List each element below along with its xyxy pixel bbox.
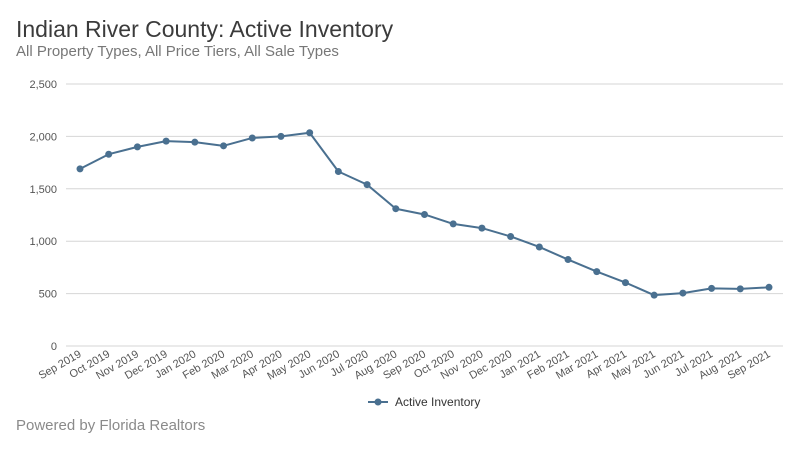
data-point xyxy=(765,283,773,291)
data-point xyxy=(105,150,113,158)
data-point xyxy=(392,205,400,213)
data-point xyxy=(621,279,629,287)
data-point xyxy=(593,268,601,276)
footer-credit: Powered by Florida Realtors xyxy=(16,417,206,434)
data-point xyxy=(363,181,371,189)
legend-marker xyxy=(374,398,382,406)
data-point xyxy=(248,134,256,142)
series-active-inventory xyxy=(76,129,773,299)
legend: Active Inventory xyxy=(368,395,480,409)
data-point xyxy=(76,165,84,173)
data-point xyxy=(277,132,285,140)
y-axis-ticks: 0 500 1,000 1,500 2,000 2,500 xyxy=(29,79,57,353)
chart-subtitle: All Property Types, All Price Tiers, All… xyxy=(16,43,339,60)
data-point xyxy=(162,137,170,145)
y-tick-label: 500 xyxy=(39,289,57,301)
data-point xyxy=(708,284,716,292)
data-point xyxy=(306,129,314,137)
y-tick-label: 2,000 xyxy=(29,131,57,143)
data-point xyxy=(478,224,486,232)
data-point xyxy=(507,232,515,240)
legend-label: Active Inventory xyxy=(395,395,480,409)
y-tick-label: 0 xyxy=(51,341,57,353)
data-point xyxy=(449,220,457,228)
data-point xyxy=(650,291,658,299)
data-point xyxy=(191,138,199,146)
data-point xyxy=(679,289,687,297)
y-tick-label: 1,500 xyxy=(29,184,57,196)
chart-title: Indian River County: Active Inventory xyxy=(16,16,394,42)
data-point xyxy=(736,285,744,293)
y-tick-label: 1,000 xyxy=(29,236,57,248)
data-point xyxy=(421,210,428,218)
data-point xyxy=(133,143,141,151)
data-point xyxy=(220,142,228,150)
data-point xyxy=(564,256,572,264)
data-point xyxy=(535,243,543,251)
data-point xyxy=(334,168,342,176)
y-tick-label: 2,500 xyxy=(29,79,57,91)
